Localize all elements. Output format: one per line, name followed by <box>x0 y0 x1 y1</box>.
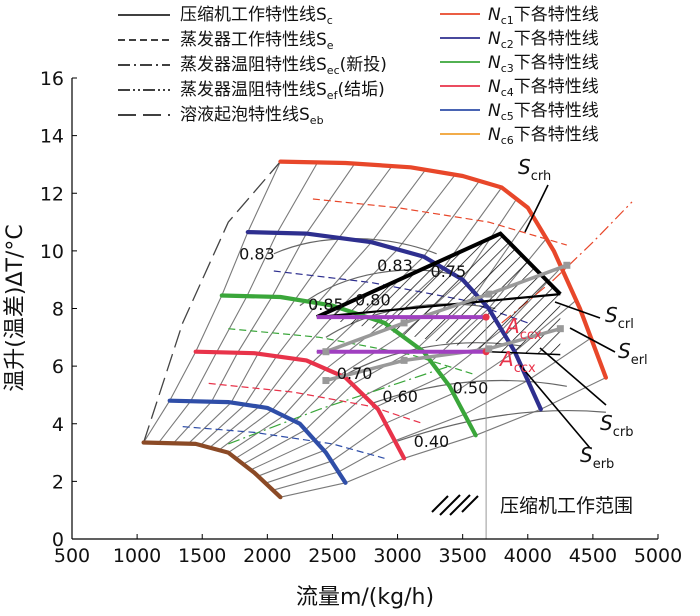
efficiency-contour-line <box>272 337 592 491</box>
legend-left-item: 蒸发器工作特性线Se <box>180 30 334 52</box>
evaporator-line <box>208 382 424 425</box>
line-marker <box>400 319 408 327</box>
evaporator-line <box>228 328 476 376</box>
legend-right-item: Nc1下各特性线 <box>488 5 599 27</box>
efficiency-contour-line <box>280 377 607 498</box>
speed-curve-nc6 <box>141 440 283 500</box>
legend-right-item: Nc2下各特性线 <box>488 29 599 51</box>
y-tick-label: 0 <box>52 529 64 551</box>
y-axis-label: 温升(温差)ΔT/°C <box>3 224 28 391</box>
x-tick-label: 1000 <box>113 545 161 567</box>
efficiency-contour <box>371 379 567 405</box>
operating-point-a1 <box>482 313 490 321</box>
efficiency-contour-line <box>172 163 356 444</box>
x-tick-label: 5000 <box>634 545 682 567</box>
s-crl-line <box>316 293 561 319</box>
x-tick-label: 3000 <box>373 545 421 567</box>
legend-right-item: Nc3下各特性线 <box>488 53 599 75</box>
x-tick-label: 4500 <box>569 545 617 567</box>
efficiency-contour-line <box>200 169 426 446</box>
plot-area: 0.83 0.83 0.85 0.80 0.75 0.70 0.60 0.50 0.40 <box>141 159 633 539</box>
y-tick-label: 12 <box>40 183 64 205</box>
s-erl-line <box>325 263 568 354</box>
working-range-label: 压缩机工作范围 <box>500 495 633 517</box>
y-ticks: 0 2 4 6 8 10 12 14 16 <box>40 68 77 551</box>
x-ticks: 500 1000 1500 2000 2500 3000 3500 4000 4500 5000 <box>54 534 682 567</box>
axes: 500 1000 1500 2000 2500 3000 3500 4000 4500 5000 … <box>3 68 682 610</box>
x-axis-label: 流量m/(kg/h) <box>296 585 434 610</box>
y-tick-label: 10 <box>40 241 64 263</box>
working-range-legend: 压缩机工作范围 <box>431 494 633 517</box>
annotation-s-crb: Scrb <box>600 411 633 440</box>
speed-curve-nc5 <box>167 398 348 485</box>
legend-speed-colors: Nc1下各特性线Nc2下各特性线Nc3下各特性线Nc4下各特性线Nc5下各特性线… <box>440 5 599 147</box>
y-tick-label: 8 <box>52 299 64 321</box>
annotation-s-crh: Scrh <box>518 155 551 184</box>
efficiency-contour <box>397 409 606 442</box>
y-tick-label: 2 <box>52 471 64 493</box>
x-tick-label: 1500 <box>178 545 226 567</box>
working-range-hatch-icon <box>431 494 479 516</box>
efficiency-label: 0.60 <box>382 387 418 406</box>
annotation-leader <box>519 364 591 449</box>
efficiency-label: 0.50 <box>453 378 489 397</box>
s-erb-line <box>325 327 561 383</box>
efficiency-label: 0.80 <box>355 291 391 310</box>
annotation-leader <box>524 184 549 233</box>
x-tick-label: 3500 <box>438 545 486 567</box>
speed-curve-nc3 <box>219 293 478 438</box>
foaming-line <box>142 161 281 443</box>
efficiency-contour-line <box>187 165 393 445</box>
line-marker <box>400 356 408 364</box>
line-marker <box>322 348 330 356</box>
efficiency-label: 0.85 <box>308 295 344 314</box>
legend-left-item: 压缩机工作特性线Sc <box>180 5 333 27</box>
annotation-s-crl: Scrl <box>605 303 634 332</box>
efficiency-label: 0.75 <box>431 262 467 281</box>
efficiency-contour-line <box>158 162 319 444</box>
legend-right-item: Nc4下各特性线 <box>488 77 599 99</box>
line-marker <box>556 325 564 333</box>
y-tick-label: 14 <box>40 126 64 148</box>
x-tick-label: 500 <box>54 545 90 567</box>
line-marker <box>322 377 330 385</box>
efficiency-labels: 0.83 0.83 0.85 0.80 0.75 0.70 0.60 0.50 0.40 <box>239 245 488 451</box>
efficiency-contour-line <box>143 161 281 443</box>
legend-left-item: 蒸发器温阻特性线Sec(新投) <box>180 55 387 77</box>
evaporator-line <box>228 365 450 445</box>
line-marker <box>563 261 571 269</box>
efficiency-contour-line <box>209 174 456 449</box>
annotation-leader <box>554 301 601 319</box>
legend-left-item: 溶液起泡特性线Seb <box>180 105 324 127</box>
x-tick-label: 4000 <box>504 545 552 567</box>
legend-left-item: 蒸发器温阻特性线Sef(结垢) <box>180 80 385 102</box>
speed-curve-nc4 <box>193 349 407 461</box>
y-tick-label: 16 <box>40 68 64 90</box>
legend-right-item: Nc6下各特性线 <box>488 125 599 147</box>
y-tick-label: 4 <box>52 414 64 436</box>
evaporator-line <box>182 426 385 459</box>
legend-line-styles: 压缩机工作特性线Sc 蒸发器工作特性线Se 蒸发器温阻特性线Sec(新投) 蒸发器温阻… <box>118 5 387 127</box>
line-marker <box>485 345 493 353</box>
legend-right-item: Nc5下各特性线 <box>488 101 599 123</box>
y-tick-label: 6 <box>52 356 64 378</box>
efficiency-contour-line <box>218 180 480 451</box>
x-tick-label: 2000 <box>243 545 291 567</box>
x-tick-label: 2500 <box>308 545 356 567</box>
speed-curve-nc1 <box>278 159 609 380</box>
efficiency-label: 0.70 <box>337 364 373 383</box>
annotation-s-erb: Serb <box>580 443 614 472</box>
efficiency-label: 0.83 <box>239 245 275 264</box>
annotation-s-erl: Serl <box>618 339 648 368</box>
annotation-leader <box>569 327 616 353</box>
annotation-leader <box>539 347 607 406</box>
operating-lines <box>315 231 571 539</box>
efficiency-label: 0.40 <box>414 432 450 451</box>
efficiency-label: 0.83 <box>377 256 413 275</box>
line-marker <box>485 290 493 298</box>
